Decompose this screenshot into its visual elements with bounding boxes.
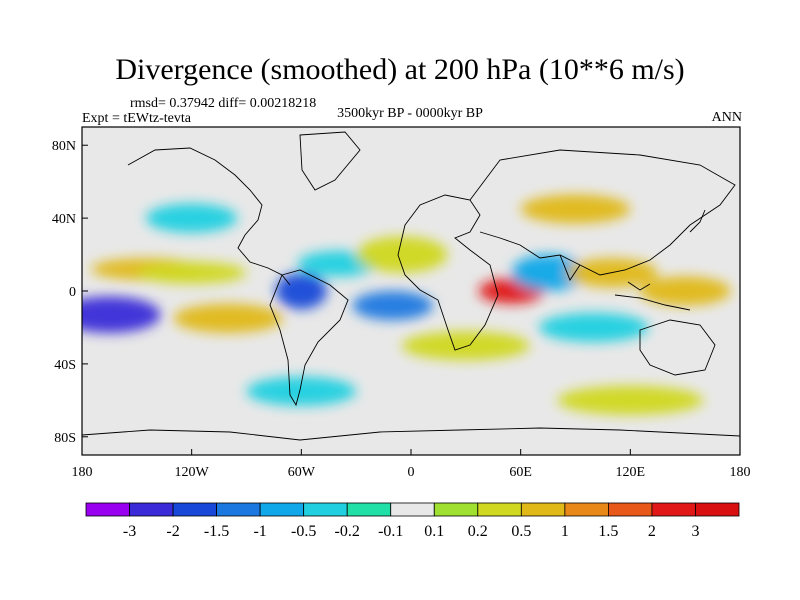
x-tick-label: 120W bbox=[175, 465, 210, 480]
colorbar-swatch bbox=[564, 502, 609, 517]
colorbar-swatch bbox=[695, 502, 740, 517]
colorbar-swatch bbox=[520, 502, 566, 517]
colorbar-swatch bbox=[390, 502, 435, 517]
y-tick-label: 40N bbox=[52, 212, 76, 227]
colorbar-label: -0.5 bbox=[291, 523, 316, 540]
colorbar-swatch bbox=[433, 502, 479, 517]
y-tick-label: 80N bbox=[52, 139, 76, 154]
y-tick-label: 0 bbox=[69, 285, 76, 300]
colorbar-label: 1.5 bbox=[598, 523, 618, 540]
x-tick-label: 60W bbox=[288, 465, 316, 480]
anomaly-blob bbox=[136, 261, 247, 284]
colorbar-swatch bbox=[651, 502, 696, 517]
colorbar-label: 0.5 bbox=[511, 523, 531, 540]
x-tick-label: 120E bbox=[616, 465, 646, 480]
plot-title: Divergence (smoothed) at 200 hPa (10**6 … bbox=[115, 53, 685, 86]
x-tick-label: 0 bbox=[408, 465, 415, 480]
x-tick-label: 60E bbox=[509, 465, 532, 480]
colorbar-swatch bbox=[303, 502, 348, 517]
colorbar-swatch bbox=[129, 502, 174, 517]
anomaly-field bbox=[82, 194, 731, 415]
anomaly-blob bbox=[520, 194, 631, 224]
colorbar-swatch bbox=[608, 502, 653, 517]
colorbar-label: 0.2 bbox=[468, 523, 488, 540]
y-tick-label: 80S bbox=[54, 431, 76, 446]
colorbar-swatch bbox=[259, 502, 305, 517]
season-label: ANN bbox=[711, 110, 742, 125]
x-tick-label: 180 bbox=[72, 465, 93, 480]
colorbar-label: 2 bbox=[648, 523, 656, 540]
y-tick-label: 40S bbox=[54, 358, 76, 373]
coastlines bbox=[82, 131, 740, 441]
colorbar-swatch bbox=[346, 502, 392, 517]
colorbar-label: -1 bbox=[253, 523, 266, 540]
axis-ticks: 180 120W 60W 0 60E 120E 180 80N 40N 0 40S 80S bbox=[52, 139, 751, 480]
anomaly-blob bbox=[275, 272, 327, 310]
anomaly-blob bbox=[173, 303, 284, 333]
anomaly-blob bbox=[246, 376, 357, 406]
anomaly-blob bbox=[401, 331, 530, 361]
colorbar-swatch bbox=[85, 502, 130, 517]
colorbar-label: -1.5 bbox=[204, 523, 229, 540]
anomaly-blob bbox=[511, 254, 585, 291]
anomaly-blob bbox=[145, 203, 238, 233]
colorbar-swatch bbox=[477, 502, 522, 517]
experiment-label: Expt = tEWtz-tevta bbox=[82, 111, 191, 126]
colorbar-swatch bbox=[216, 502, 261, 517]
colorbar-label: -0.2 bbox=[335, 523, 360, 540]
period-label: 3500kyr BP - 0000kyr BP bbox=[337, 106, 483, 121]
rmsd-diff-stats: rmsd= 0.37942 diff= 0.00218218 bbox=[130, 96, 317, 111]
anomaly-blob bbox=[557, 385, 704, 415]
anomaly-blob bbox=[639, 276, 731, 306]
colorbar-label: -3 bbox=[123, 523, 136, 540]
colorbar-swatch bbox=[172, 502, 217, 517]
colorbar-label: 3 bbox=[691, 523, 699, 540]
anomaly-blob bbox=[352, 291, 433, 321]
colorbar: -3 -2 -1.5 -1 -0.5 -0.2 -0.1 0.1 0.2 0.5 1 1.5 2 3 bbox=[85, 502, 740, 540]
colorbar-label: 0.1 bbox=[424, 523, 444, 540]
anomaly-blob bbox=[538, 312, 649, 343]
anomaly-blob bbox=[356, 236, 448, 273]
colorbar-label: -0.1 bbox=[378, 523, 403, 540]
colorbar-label: 1 bbox=[561, 523, 569, 540]
x-tick-label: 180 bbox=[730, 465, 751, 480]
colorbar-label: -2 bbox=[166, 523, 179, 540]
anomaly-blob bbox=[82, 296, 161, 333]
